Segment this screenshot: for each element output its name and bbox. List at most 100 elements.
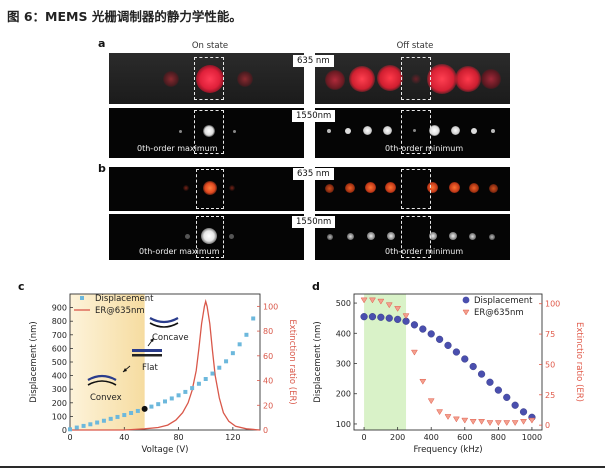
a-on-caption: 0th-order maximum xyxy=(137,144,218,153)
c-annotation-concave: Concave xyxy=(152,333,189,343)
c-schematic-flat-bottom xyxy=(132,354,162,357)
d-displacement-point xyxy=(511,401,519,409)
c-displacement-point xyxy=(101,418,106,423)
c-legend-displacement-marker xyxy=(80,296,84,300)
d-displacement-point xyxy=(469,362,477,371)
d-y2-axis-label: Extinctio ratio (ER) xyxy=(574,322,584,402)
c-displacement-point xyxy=(244,332,249,337)
c-y-tick-label: 0 xyxy=(62,426,67,435)
c-legend-displacement-label: Displacement xyxy=(95,294,154,304)
c-y2-tick-label: 0 xyxy=(263,426,268,435)
c-legend-er-label: ER@635nm xyxy=(95,306,145,316)
c-displacement-point xyxy=(135,408,140,413)
d-er-point xyxy=(427,398,435,405)
c-y-tick-label: 500 xyxy=(52,358,67,367)
d-legend-er-marker xyxy=(462,309,470,316)
off-state-label: Off state xyxy=(396,41,434,51)
c-y2-axis-label: Extinction ratio (ER) xyxy=(287,319,297,404)
d-displacement-point xyxy=(519,408,528,416)
d-y-tick-label: 300 xyxy=(336,360,351,369)
d-er-point xyxy=(494,420,502,426)
d-plot-frame xyxy=(353,293,543,431)
d-displacement-point xyxy=(427,330,435,338)
d-y2-tick-label: 0 xyxy=(545,421,550,430)
d-er-point xyxy=(486,420,494,426)
chart-d: 0 200 400 600 800 1000 100 200 300 400 500 0 25 50 75 1… xyxy=(313,293,584,455)
d-er-point xyxy=(528,417,536,424)
d-er-point xyxy=(394,306,402,312)
c-displacement-point xyxy=(230,351,235,356)
c-arrowhead-convex xyxy=(123,368,127,372)
c-displacement-point xyxy=(129,411,134,415)
c-y2-tick-label: 100 xyxy=(263,302,278,311)
b-off-635-image xyxy=(315,167,510,211)
c-shaded-band xyxy=(70,294,145,430)
d-displacement-point xyxy=(461,355,469,363)
panel-d-label: d xyxy=(312,280,320,293)
c-y-tick-label: 200 xyxy=(52,399,67,408)
b-wavelength-635: 635 nm xyxy=(293,168,334,180)
d-y2-tick-label: 100 xyxy=(545,300,560,309)
c-annotation-convex: Convex xyxy=(90,393,122,403)
a-wavelength-635: 635 nm xyxy=(293,55,334,67)
c-annotation-flat: Flat xyxy=(142,363,158,373)
c-displacement-point xyxy=(224,359,229,364)
a-wavelength-1550: 1550nm xyxy=(292,110,336,122)
d-er-point xyxy=(360,297,368,304)
c-displacement-point xyxy=(237,342,242,347)
c-marked-point xyxy=(141,405,148,412)
d-y2-tick-label: 75 xyxy=(545,330,555,339)
d-x-tick-label: 1000 xyxy=(522,433,542,442)
chart-c: 0 40 80 120 0 100 200 300 400 500 600 700 800 900 0 20 4… xyxy=(29,293,297,455)
c-x-tick-label: 120 xyxy=(225,433,240,442)
d-x-axis-label: Frequency (kHz) xyxy=(413,445,482,455)
c-displacement-point xyxy=(163,399,167,404)
c-y2-tick-label: 60 xyxy=(263,352,273,361)
c-displacement-point xyxy=(156,402,161,407)
d-er-point xyxy=(385,302,393,309)
b-wavelength-1550: 1550nm xyxy=(292,216,336,228)
c-displacement-point xyxy=(190,386,195,391)
d-displacement-point xyxy=(360,313,368,321)
d-er-point xyxy=(436,409,444,416)
d-displacement-point xyxy=(452,348,460,356)
a-on-635-image xyxy=(109,53,304,104)
c-displacement-point xyxy=(196,381,201,386)
d-y-tick-label: 500 xyxy=(336,299,351,308)
c-displacement-point xyxy=(210,371,215,376)
d-displacement-point xyxy=(394,315,402,323)
c-displacement-point xyxy=(108,416,113,421)
c-x-tick-label: 40 xyxy=(119,433,129,442)
c-displacement-point xyxy=(88,422,93,427)
b-on-caption: 0th-order maximum xyxy=(139,247,220,256)
d-y-tick-label: 100 xyxy=(336,420,351,429)
c-x-tick-label: 0 xyxy=(67,433,72,442)
d-displacement-point xyxy=(410,321,419,329)
d-y-tick-label: 400 xyxy=(336,329,351,338)
d-displacement-point xyxy=(436,335,444,343)
c-displacement-point xyxy=(203,377,208,381)
b-on-1550-image: 0th-order maximum xyxy=(109,214,304,260)
c-schematic-concave-bottom xyxy=(149,322,179,328)
c-displacement-point xyxy=(183,389,188,394)
d-er-point xyxy=(377,298,385,305)
c-displacement-point xyxy=(149,404,154,409)
d-y-axis-label: Displacement (nm) xyxy=(313,321,323,402)
b-off-caption: 0th-order minimum xyxy=(385,247,464,256)
c-arrowhead-concave xyxy=(150,338,154,342)
c-displacement-point xyxy=(251,316,256,321)
d-er-point xyxy=(369,297,376,304)
d-displacement-point xyxy=(486,378,494,386)
c-schematic-flat-top xyxy=(132,349,162,352)
c-y-tick-label: 300 xyxy=(52,385,67,394)
c-er-line xyxy=(70,298,261,431)
a-off-caption: 0th-order minimum xyxy=(385,144,464,153)
d-displacement-point xyxy=(385,314,393,322)
d-y-tick-label: 200 xyxy=(336,390,351,399)
figure-title: 图 6：MEMS 光栅调制器的静力学性能。 xyxy=(7,9,242,24)
a-on-1550-image: 0th-order maximum xyxy=(109,108,304,158)
c-y-axis-label: Displacement (nm) xyxy=(29,321,39,402)
d-x-tick-label: 400 xyxy=(424,433,439,442)
c-y2-tick-label: 40 xyxy=(263,377,273,386)
c-displacement-point xyxy=(115,414,120,419)
